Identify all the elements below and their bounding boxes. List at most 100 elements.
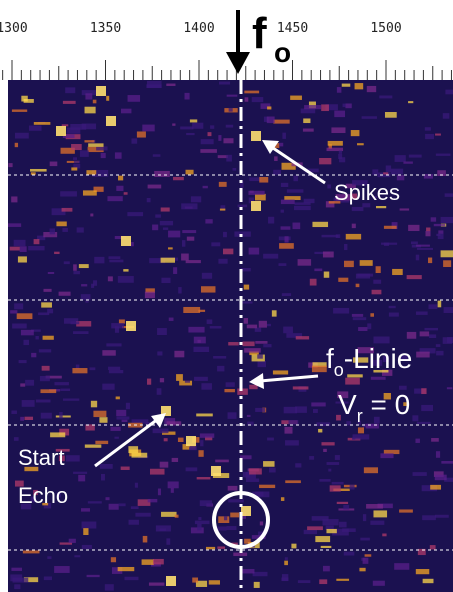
signal <box>31 172 36 175</box>
signal <box>245 97 249 101</box>
signal <box>372 169 378 174</box>
signal <box>298 259 312 266</box>
signal <box>155 214 161 217</box>
spike <box>56 126 66 136</box>
signal <box>303 129 314 132</box>
signal <box>38 312 49 315</box>
signal <box>356 284 360 287</box>
signal <box>366 504 383 509</box>
signal <box>272 310 277 316</box>
signal <box>79 264 89 268</box>
signal <box>50 432 65 437</box>
signal <box>50 228 55 234</box>
signal <box>311 402 325 406</box>
signal <box>282 133 286 139</box>
signal <box>203 186 208 188</box>
signal <box>345 378 360 385</box>
signal <box>128 446 138 453</box>
signal <box>313 409 318 413</box>
signal <box>88 501 102 503</box>
signal <box>43 289 51 292</box>
signal <box>366 424 379 429</box>
signal <box>233 553 247 557</box>
signal <box>304 530 317 534</box>
signal <box>422 515 436 520</box>
signal <box>87 575 100 577</box>
signal <box>188 327 204 333</box>
signal <box>173 177 184 180</box>
signal <box>28 246 44 250</box>
signal <box>358 327 367 331</box>
signal <box>111 323 124 328</box>
signal <box>198 517 201 520</box>
signal <box>71 144 82 150</box>
signal <box>23 551 40 554</box>
signal <box>82 124 96 130</box>
signal <box>161 512 177 517</box>
signal <box>238 205 248 208</box>
signal <box>415 439 419 443</box>
signal <box>121 467 130 470</box>
signal <box>389 313 399 317</box>
signal <box>102 350 115 356</box>
signal <box>116 410 126 416</box>
signal <box>218 259 227 264</box>
signal <box>281 183 288 187</box>
signal <box>337 87 342 93</box>
signal <box>296 336 309 339</box>
signal <box>339 151 342 154</box>
signal <box>409 155 422 158</box>
signal <box>67 127 80 133</box>
signal <box>258 361 266 367</box>
signal <box>70 321 79 324</box>
scale-label: 1300 <box>0 21 28 36</box>
signal <box>407 275 422 279</box>
signal <box>339 522 347 528</box>
signal <box>373 581 385 586</box>
signal <box>109 370 123 373</box>
signal <box>298 580 310 583</box>
signal <box>279 243 294 249</box>
signal <box>219 82 230 85</box>
signal <box>182 230 196 233</box>
echo-label: Echo <box>18 483 68 508</box>
signal <box>285 480 301 483</box>
signal <box>224 516 227 520</box>
velocity-rest: = 0 <box>363 389 410 420</box>
signal <box>22 400 35 407</box>
signal <box>201 286 215 292</box>
signal <box>10 310 17 313</box>
signal <box>106 96 109 101</box>
signal <box>281 200 295 204</box>
signal <box>328 469 331 472</box>
signal <box>86 170 96 174</box>
signal <box>223 249 233 255</box>
signal <box>424 328 438 330</box>
signal <box>431 438 439 442</box>
signal <box>416 245 430 247</box>
signal <box>85 107 96 114</box>
signal <box>64 261 70 264</box>
signal <box>327 184 331 188</box>
signal <box>322 235 339 238</box>
signal <box>135 483 138 488</box>
signal <box>253 572 268 576</box>
signal <box>142 559 154 565</box>
signal <box>312 366 327 373</box>
signal <box>168 247 173 249</box>
signal <box>364 467 378 473</box>
signal <box>411 241 418 244</box>
signal <box>101 474 105 480</box>
signal <box>19 360 27 363</box>
signal <box>15 143 18 147</box>
signal <box>48 272 54 274</box>
signal <box>248 191 264 195</box>
signal <box>223 232 227 237</box>
signal <box>420 331 430 336</box>
signal <box>391 169 403 175</box>
signal <box>352 438 355 440</box>
signal <box>149 583 165 586</box>
signal <box>389 306 396 308</box>
signal <box>24 417 33 420</box>
signal <box>157 328 167 335</box>
